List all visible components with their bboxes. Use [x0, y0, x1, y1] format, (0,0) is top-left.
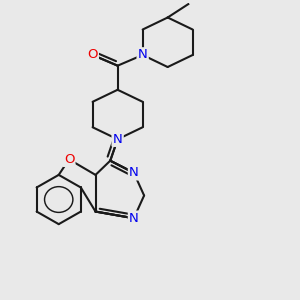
Text: N: N [138, 49, 148, 62]
Text: O: O [64, 153, 74, 166]
Text: N: N [129, 212, 139, 225]
Text: O: O [64, 153, 74, 166]
Text: N: N [129, 212, 139, 225]
Text: N: N [113, 133, 122, 146]
Text: N: N [129, 166, 139, 179]
Text: N: N [113, 133, 122, 146]
Text: N: N [129, 166, 139, 179]
Text: O: O [87, 49, 98, 62]
Text: N: N [138, 49, 148, 62]
Text: O: O [87, 49, 98, 62]
